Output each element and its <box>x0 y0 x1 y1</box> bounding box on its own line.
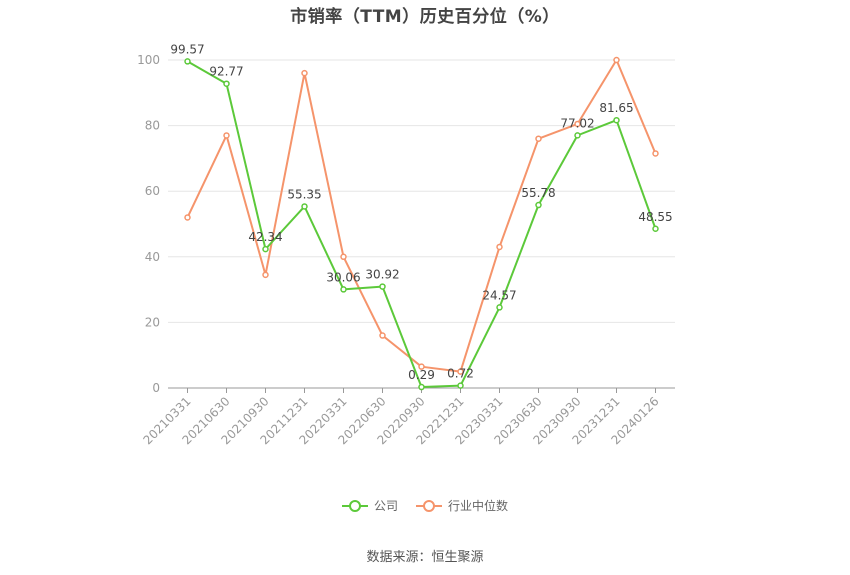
data-point <box>613 56 620 64</box>
data-point <box>496 304 503 311</box>
data-point <box>379 332 386 339</box>
data-point <box>613 116 620 124</box>
chart-title: 市销率（TTM）历史百分位（%） <box>290 7 560 27</box>
data-point <box>652 225 659 233</box>
y-tick-label: 40 <box>145 250 160 264</box>
data-label: 77.02 <box>560 116 594 130</box>
data-label: 81.65 <box>599 101 633 115</box>
data-point <box>340 253 347 261</box>
data-label: 24.57 <box>482 288 516 302</box>
data-point <box>262 271 269 279</box>
data-point <box>496 243 503 251</box>
data-label: 30.92 <box>365 268 399 282</box>
legend-item-1[interactable]: 行业中位数 <box>416 497 508 514</box>
legend-label: 行业中位数 <box>448 499 509 513</box>
legend-marker-icon <box>416 499 442 512</box>
data-point <box>418 383 425 391</box>
data-label: 99.57 <box>170 42 204 56</box>
legend-label: 公司 <box>373 499 398 513</box>
data-point <box>418 363 425 370</box>
data-label: 42.34 <box>248 230 282 244</box>
y-tick-labels: 0 20 40 60 80 100 <box>137 53 160 395</box>
legend-item-0[interactable]: 公司 <box>341 497 398 514</box>
data-label: 55.78 <box>521 186 555 200</box>
data-labels: 99.57 92.77 42.34 55.35 30.06 30.92 0.29 0.72 24… <box>170 42 672 382</box>
data-label: 0.72 <box>447 367 474 381</box>
grid-lines <box>168 59 675 323</box>
data-point <box>262 245 269 253</box>
data-point <box>535 201 542 209</box>
legend: 公司 行业中位数 <box>0 497 850 514</box>
y-tick-label: 80 <box>145 119 160 133</box>
data-label: 0.29 <box>408 368 435 382</box>
data-point <box>340 286 347 293</box>
data-point <box>301 69 308 77</box>
y-tick-label: 20 <box>145 315 160 329</box>
data-point <box>223 80 230 87</box>
legend-marker-icon <box>341 499 368 512</box>
y-tick-label: 100 <box>137 53 160 67</box>
data-point <box>184 214 191 221</box>
y-tick-label: 60 <box>145 184 160 198</box>
data-point <box>457 382 464 389</box>
data-label: 30.06 <box>326 270 360 284</box>
data-label: 92.77 <box>209 65 243 79</box>
data-point <box>652 150 659 157</box>
series-lines <box>184 56 659 391</box>
data-point <box>574 132 581 139</box>
data-label: 48.55 <box>638 210 672 224</box>
data-point <box>457 368 464 375</box>
data-point <box>223 132 230 139</box>
data-point <box>535 135 542 142</box>
data-point <box>184 58 191 65</box>
data-point <box>574 120 581 128</box>
data-point <box>301 203 308 210</box>
data-source: 数据来源：恒生聚源 <box>366 550 484 565</box>
y-tick-label: 0 <box>152 381 160 395</box>
data-label: 55.35 <box>287 187 321 201</box>
data-point <box>379 283 386 290</box>
x-tick-labels: 2021033120210630202109302021123120220331… <box>141 394 662 447</box>
